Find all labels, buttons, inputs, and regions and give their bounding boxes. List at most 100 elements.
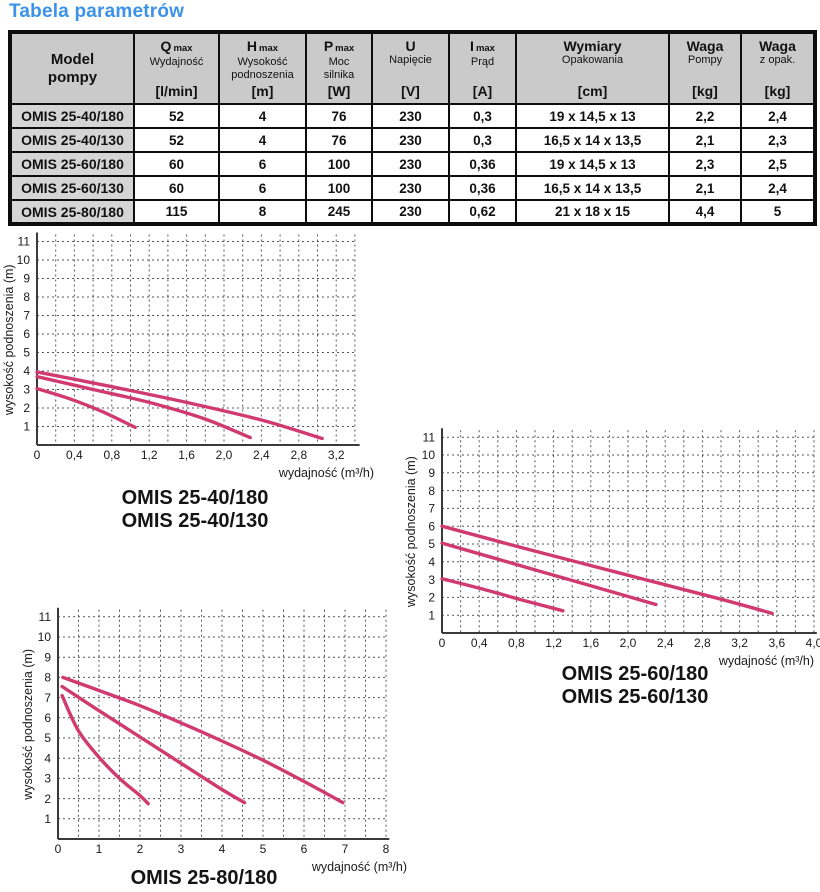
y-tick-label: 9 — [428, 466, 435, 480]
y-tick-label: 6 — [44, 711, 51, 725]
y-tick-label: 11 — [18, 235, 31, 249]
value-cell: 230 — [371, 175, 450, 201]
column-header-7: Waga z opak. [kg] — [740, 31, 816, 105]
pump-curve-chart-omis-25-40: 1 2 3 4 5 6 7 8 9 10 11 0 0,4 0,8 1,2 1,6 2,0 2,4 2,8 3,2 wy… — [2, 232, 374, 480]
column-unit: [A] — [472, 82, 493, 99]
x-tick-label: 0,8 — [508, 636, 525, 650]
x-tick-label: 1,6 — [582, 636, 599, 650]
symbol-subscript: max — [259, 42, 279, 54]
symbol-text: I — [470, 37, 474, 54]
y-tick-label: 3 — [428, 573, 435, 587]
y-tick-label: 3 — [23, 383, 30, 397]
column-description-line: podnoszenia — [231, 68, 294, 81]
pump-curve — [35, 386, 137, 430]
column-header-6: Waga Pompy [kg] — [668, 31, 742, 105]
chart-caption-omis-25-60: OMIS 25-60/180 OMIS 25-60/130 — [505, 663, 765, 709]
y-tick-label: 8 — [23, 290, 30, 304]
x-tick-label: 2 — [137, 842, 144, 856]
x-axis-title: wydajność (m³/h) — [278, 466, 374, 480]
value-cell: 0,36 — [448, 151, 517, 177]
column-symbol: Waga — [671, 38, 739, 54]
value-cell: 6 — [218, 151, 307, 177]
value-cell: 100 — [305, 175, 373, 201]
y-tick-label: 3 — [44, 772, 51, 786]
y-tick-label: 2 — [23, 401, 30, 415]
column-header-3: U Napięcie [V] — [371, 31, 450, 105]
model-cell: OMIS 25-40/130 — [9, 127, 135, 153]
y-tick-label: 7 — [428, 502, 435, 516]
symbol-text: U — [405, 37, 416, 54]
x-tick-label: 7 — [342, 842, 349, 856]
value-cell: 230 — [371, 151, 450, 177]
x-tick-label: 0,4 — [66, 448, 83, 462]
x-tick-label: 0 — [439, 636, 446, 650]
value-cell: 5 — [740, 199, 816, 225]
value-cell: 52 — [133, 103, 220, 129]
column-symbol: Waga — [743, 38, 812, 54]
table-row: OMIS 25-40/180 52 4 76 230 0,3 19 x 14,5 x 13 2… — [9, 103, 816, 129]
chart-model-label: OMIS 25-60/180 — [561, 663, 709, 685]
value-cell: 115 — [133, 199, 220, 225]
y-axis-title: wysokość podnoszenia (m) — [2, 264, 16, 416]
value-cell: 4 — [218, 103, 307, 129]
x-tick-label: 3,2 — [328, 448, 345, 462]
value-cell: 2,2 — [668, 103, 742, 129]
x-axis-title: wydajność (m³/h) — [718, 654, 814, 668]
y-tick-label: 2 — [44, 792, 51, 806]
column-unit: [kg] — [764, 82, 791, 99]
value-cell: 16,5 x 14 x 13,5 — [515, 127, 670, 153]
value-cell: 230 — [371, 103, 450, 129]
x-tick-label: 2,8 — [290, 448, 307, 462]
table-body: OMIS 25-40/180 52 4 76 230 0,3 19 x 14,5 x 13 2… — [9, 103, 816, 225]
column-header-top: U Napięcie — [374, 37, 447, 67]
x-tick-label: 3 — [178, 842, 185, 856]
y-tick-label: 11 — [39, 610, 52, 624]
column-header-5: Wymiary Opakowania [cm] — [515, 31, 670, 105]
x-tick-label: 6 — [301, 842, 308, 856]
y-tick-label: 10 — [38, 630, 52, 644]
y-tick-label: 10 — [17, 253, 31, 267]
y-tick-label: 6 — [428, 519, 435, 533]
y-tick-label: 7 — [44, 691, 51, 705]
symbol-text: Q — [160, 37, 172, 54]
value-cell: 60 — [133, 151, 220, 177]
symbol-subscript: max — [173, 42, 193, 54]
x-tick-label: 1,6 — [178, 448, 195, 462]
value-cell: 4,4 — [668, 199, 742, 225]
x-tick-label: 2,0 — [620, 636, 637, 650]
x-tick-label: 8 — [383, 842, 390, 856]
column-unit: [W] — [327, 82, 351, 99]
column-description-line: Napięcie — [389, 53, 432, 66]
column-unit: [V] — [401, 82, 420, 99]
model-cell: OMIS 25-40/180 — [9, 103, 135, 129]
x-tick-label: 4,0 — [806, 636, 820, 650]
column-unit: [m] — [251, 82, 274, 99]
value-cell: 0,3 — [448, 127, 517, 153]
model-header-line: Model — [50, 50, 95, 68]
value-cell: 0,3 — [448, 103, 517, 129]
y-tick-label: 2 — [428, 591, 435, 605]
column-unit: [l/min] — [155, 82, 198, 99]
value-cell: 19 x 14,5 x 13 — [515, 103, 670, 129]
x-tick-label: 1 — [96, 842, 103, 856]
column-header-content: Wymiary Opakowania [cm] — [517, 36, 668, 102]
x-tick-label: 5 — [260, 842, 267, 856]
symbol-text: H — [246, 37, 258, 54]
pump-curve-chart-omis-25-60: 1 2 3 4 5 6 7 8 9 10 11 0 0,4 0,8 1,2 1,6 2,0 2,4 2,8 3,2 3,… — [404, 428, 820, 668]
x-tick-label: 1,2 — [545, 636, 562, 650]
symbol-subscript: max — [475, 42, 495, 54]
x-tick-label: 2,0 — [216, 448, 233, 462]
symbol-text: P — [323, 37, 334, 54]
value-cell: 2,4 — [740, 175, 816, 201]
pump-curve — [60, 693, 150, 806]
y-tick-label: 9 — [44, 650, 51, 664]
